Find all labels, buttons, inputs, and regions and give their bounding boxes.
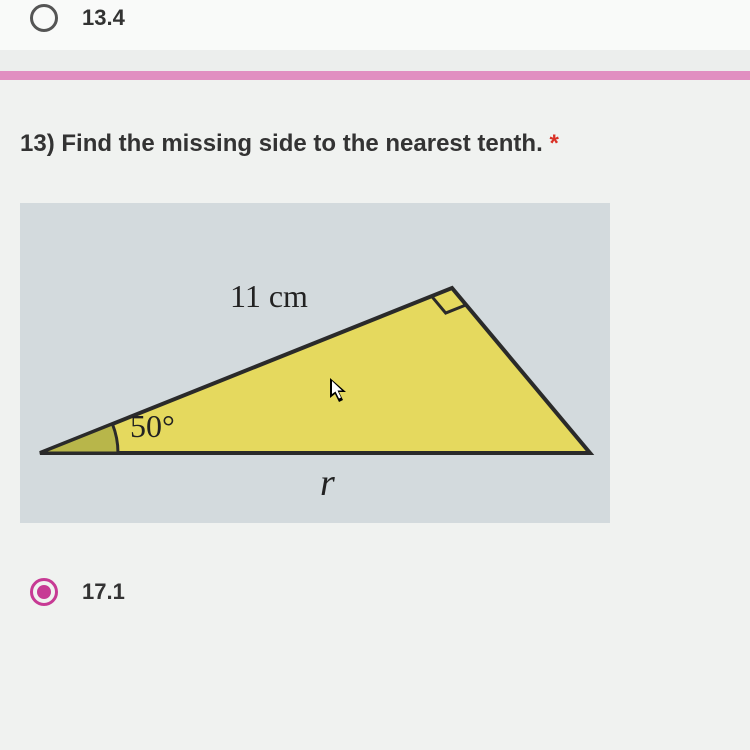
radio-selected-icon[interactable] (30, 578, 58, 606)
triangle-figure: 11 cm 50° r (20, 203, 610, 523)
prev-option-row[interactable]: 13.4 (0, 0, 750, 50)
required-star-icon: * (549, 130, 558, 157)
triangle-svg (20, 203, 610, 523)
question-prompt: 13) Find the missing side to the nearest… (20, 130, 730, 158)
angle-arc (40, 424, 118, 453)
question-divider (0, 50, 750, 80)
triangle-shape (40, 288, 590, 453)
angle-degree-label: 50° (130, 408, 175, 445)
question-number: 13) (20, 130, 55, 157)
question-body: Find the missing side to the nearest ten… (61, 130, 542, 157)
question-section: 13) Find the missing side to the nearest… (0, 80, 750, 543)
unknown-side-label: r (320, 461, 335, 505)
answer-option-row[interactable]: 17.1 (0, 543, 750, 616)
option-label: 17.1 (82, 579, 125, 605)
option-label: 13.4 (82, 5, 125, 31)
radio-unselected-icon[interactable] (30, 4, 58, 32)
side-length-label: 11 cm (230, 278, 308, 315)
